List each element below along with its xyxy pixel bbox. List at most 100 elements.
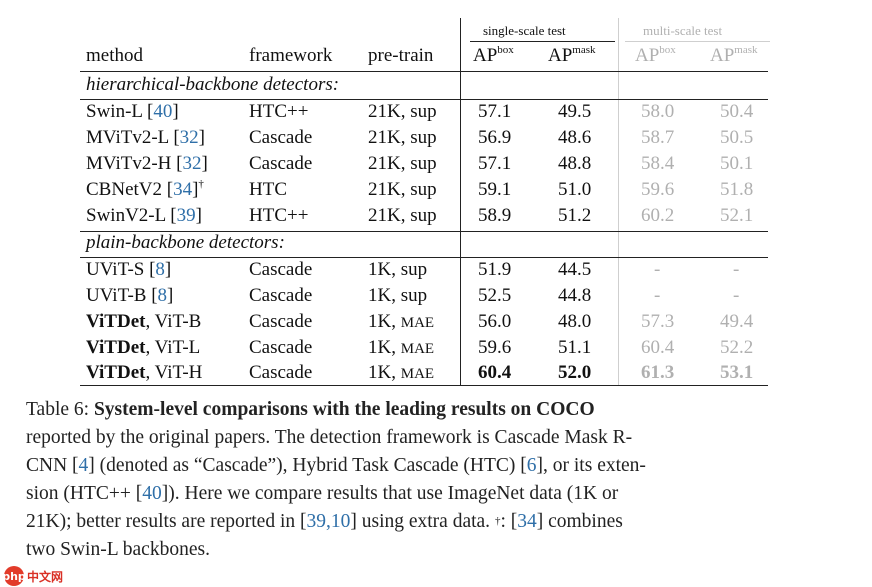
table-row-method: UViT-S [8] [86,259,172,280]
dagger-mark: † [198,178,204,190]
php-logo-icon: php [2,566,26,586]
group-header-single-scale: single-scale test [483,23,566,38]
citation-link[interactable]: 8 [155,259,165,280]
table-row-ss-mask: 44.5 [558,259,592,280]
table-caption: Table 6: System-level comparisons with t… [26,399,646,560]
table-row-ms-mask: 50.5 [720,127,754,148]
table-row-pretrain: 1K, sup [368,259,428,280]
table-row-ms-mask: 52.2 [720,337,754,358]
section-label-plain: plain-backbone detectors: [86,232,285,253]
table-row-ss-mask: 51.2 [558,205,592,226]
table-row-ss-box: 56.0 [478,311,512,332]
table-row-method: ViTDet, ViT-B [86,311,202,332]
table-row-ss-box: 52.5 [478,285,512,306]
table-row-ss-mask: 49.5 [558,101,592,122]
table-row-framework: HTC++ [249,205,309,226]
table-row-pretrain: 21K, sup [368,179,437,200]
table-row-framework: Cascade [249,285,313,306]
table-row-pretrain: 1K, MAE [368,311,435,332]
table-row-method: MViTv2-H [32] [86,153,208,174]
table-row-ss-mask: 51.0 [558,179,592,200]
citation-link[interactable]: 39 [306,511,326,532]
section2-rule [80,257,768,258]
table-row-framework: Cascade [249,153,313,174]
table-row-ss-mask: 44.8 [558,285,592,306]
table-row-ss-box: 57.1 [478,153,512,174]
watermark: php 中文网 [2,566,64,586]
table-row-ms-mask: 50.4 [720,101,754,122]
table-row-ss-box: 57.1 [478,101,512,122]
group-header-multi-scale: multi-scale test [643,23,723,38]
citation-link[interactable]: 34 [517,511,537,532]
table-row-ss-mask: 48.6 [558,127,592,148]
table-bottom-rule [80,385,768,386]
table-row-ms-box: 60.4 [641,337,675,358]
vertical-rule-left [460,18,461,385]
table-row-ms-mask: - [733,285,740,306]
citation-link[interactable]: 40 [142,483,162,504]
vertical-rule-right [618,18,619,385]
table-row-ss-box: 58.9 [478,205,512,226]
citation-link[interactable]: 4 [78,455,89,476]
table-row-ms-mask: 50.1 [720,153,754,174]
table-row-pretrain: 21K, sup [368,205,437,226]
table-row-framework: Cascade [249,127,313,148]
citation-link[interactable]: 6 [526,455,537,476]
table-row-ms-box: 58.0 [641,101,675,122]
table-row-ms-box: 58.7 [641,127,675,148]
table-row-method: ViTDet, ViT-L [86,337,201,358]
col-header-pretrain: pre-train [368,45,434,66]
table-row-framework: Cascade [249,311,313,332]
table-row-ss-mask: 51.1 [558,337,592,358]
table-row-ss-mask: 48.8 [558,153,592,174]
citation-link[interactable]: 32 [179,127,199,148]
table-row-framework: Cascade [249,362,313,383]
table-row-ms-box: 58.4 [641,153,675,174]
col-header-ss-mask: APmask [548,44,596,66]
multi-scale-underline [625,41,770,42]
col-header-method: method [86,45,143,66]
watermark-text: 中文网 [27,569,64,584]
table-row-ms-mask: 51.8 [720,179,754,200]
section-label-hierarchical: hierarchical-backbone detectors: [86,74,340,95]
table-row-ss-box: 56.9 [478,127,512,148]
table-row-method: ViTDet, ViT-H [86,362,203,383]
table-row-ms-box: - [654,285,661,306]
table-row-pretrain: 1K, MAE [368,362,435,383]
table-row-ms-mask: 52.1 [720,205,754,226]
citation-link[interactable]: 8 [157,285,168,306]
table-row-ss-box: 59.6 [478,337,512,358]
table-row-ms-mask: - [733,259,740,280]
table-row-pretrain: 1K, sup [368,285,428,306]
col-header-framework: framework [249,45,333,66]
table-row-method: CBNetV2 [34]† [86,178,204,200]
citation-link[interactable]: 32 [182,153,202,174]
citation-link[interactable]: 10 [330,511,351,532]
table-row-framework: HTC++ [249,101,309,122]
header-rule [80,71,768,72]
table-row-framework: HTC [249,179,287,200]
table-row-ms-box: 60.2 [641,205,675,226]
col-header-ms-mask: APmask [710,44,758,66]
table-row-method: Swin-L [40] [86,101,179,122]
table-row-pretrain: 21K, sup [368,153,437,174]
table-row-ms-box: 61.3 [641,362,675,383]
table-row-method: SwinV2-L [39] [86,205,202,226]
citation-link[interactable]: 40 [153,101,173,122]
citation-link[interactable]: 39 [176,205,196,226]
citation-link[interactable]: 34 [173,179,193,200]
table-row-framework: Cascade [249,259,313,280]
table-row-ms-box: 59.6 [641,179,675,200]
table-row-pretrain: 21K, sup [368,127,437,148]
single-scale-underline [470,41,615,42]
col-header-ss-box: APbox [473,44,514,66]
section2-top-rule [80,231,768,232]
table-row-ss-box: 51.9 [478,259,512,280]
table-row-pretrain: 1K, MAE [368,337,435,358]
section1-rule [80,99,768,100]
table-row-framework: Cascade [249,337,313,358]
table-row-method: MViTv2-L [32] [86,127,205,148]
table-row-method: UViT-B [8] [86,285,174,306]
table-row-ms-mask: 49.4 [720,311,754,332]
table-row-ms-box: 57.3 [641,311,675,332]
